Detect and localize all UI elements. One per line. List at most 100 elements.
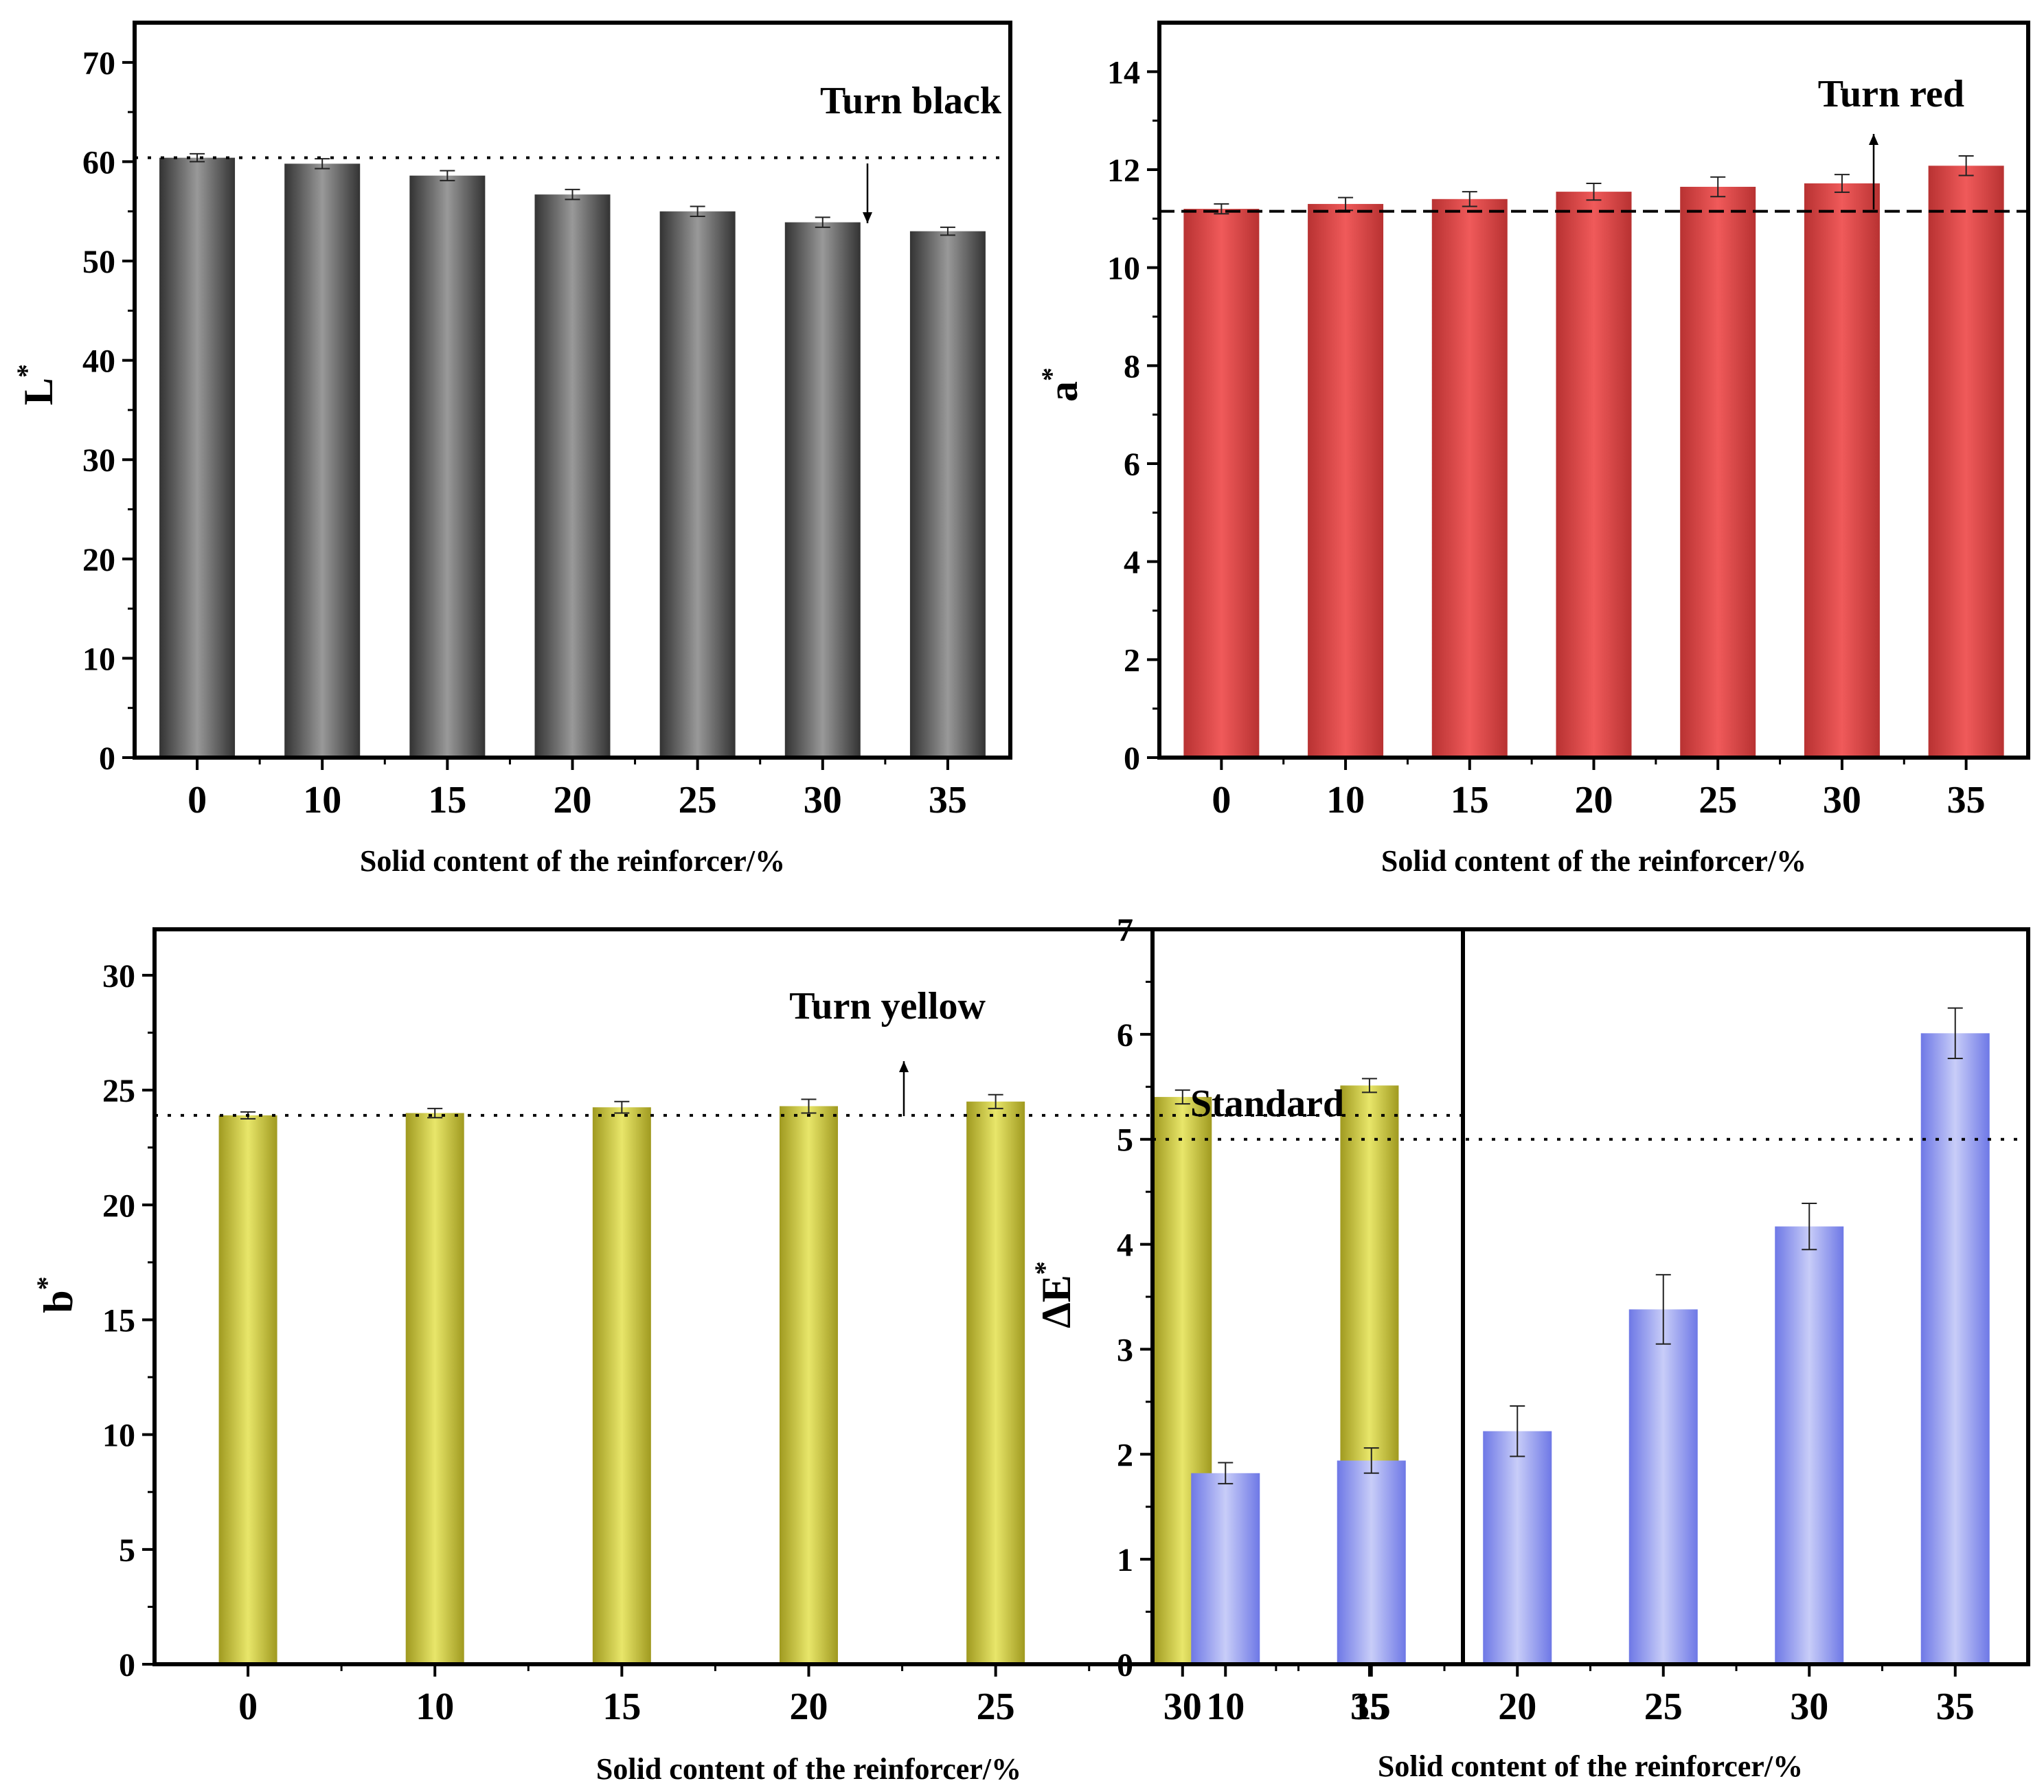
plot-frame-dE: [1150, 927, 2030, 1666]
error-bar-L-25: [690, 205, 705, 217]
y-tick-label-L: 60: [82, 144, 115, 181]
bar-L-30: [784, 222, 861, 758]
error-bar-a-15: [1462, 191, 1477, 207]
y-tick-label-dE: 5: [1117, 1122, 1133, 1159]
y-axis-label-sup: *: [11, 364, 42, 378]
bar-L-10: [284, 163, 361, 758]
y-tick-label-a: 6: [1124, 446, 1140, 483]
y-tick-label-dE: 2: [1117, 1437, 1133, 1473]
bar-dE-35: [1920, 1033, 1990, 1664]
chart-a: Turn red 0 2 4 6 8 10 12 14 0 10 15 20 25 30 35 Solid co…: [1036, 21, 2030, 878]
x-tick-label-L-25: 25: [679, 779, 717, 821]
y-tick-label-L: 50: [82, 244, 115, 280]
x-tick-label-b-10: 10: [416, 1686, 454, 1728]
x-tick-label-a-10: 10: [1326, 779, 1365, 821]
error-bar-a-20: [1586, 182, 1602, 201]
error-bar-a-25: [1710, 176, 1726, 198]
error-bar-L-15: [440, 170, 455, 181]
y-tick-label-a: 8: [1124, 348, 1140, 385]
x-axis-label-b: Solid content of the reinforcer/%: [596, 1752, 1021, 1786]
x-tick-label-dE-10: 10: [1206, 1686, 1245, 1728]
y-axis-label-main: a: [1041, 381, 1086, 402]
bar-dE-20: [1483, 1431, 1552, 1664]
error-bar-b-10: [427, 1107, 443, 1119]
bar-b-0: [218, 1115, 277, 1664]
y-tick-label-L: 20: [82, 542, 115, 578]
x-tick-label-dE-15: 15: [1352, 1686, 1391, 1728]
y-axis-label-dE: ΔE*: [1029, 1261, 1079, 1328]
error-bar-a-30: [1834, 174, 1850, 193]
bar-b-25: [966, 1101, 1025, 1664]
y-tick-label-a: 0: [1124, 740, 1140, 777]
error-bar-dE-35: [1947, 1007, 1963, 1060]
y-tick-label-dE: 7: [1117, 912, 1133, 949]
error-bar-b-20: [801, 1098, 817, 1114]
bar-L-25: [659, 211, 736, 758]
x-tick-label-dE-25: 25: [1644, 1686, 1683, 1728]
bar-L-0: [159, 157, 236, 758]
x-tick-label-L-30: 30: [804, 779, 842, 821]
error-bar-b-30: [1174, 1089, 1190, 1105]
error-bar-dE-10: [1218, 1462, 1234, 1485]
y-tick-label-b: 25: [102, 1073, 135, 1109]
y-axis-label-a: a*: [1036, 367, 1086, 402]
x-tick-label-L-20: 20: [554, 779, 592, 821]
x-axis-label-dE: Solid content of the reinforcer/%: [1378, 1749, 1803, 1783]
bar-a-20: [1556, 192, 1632, 758]
error-bar-dE-25: [1655, 1273, 1671, 1345]
x-tick-label-a-30: 30: [1823, 779, 1861, 821]
bar-dE-25: [1628, 1309, 1698, 1664]
error-bar-a-35: [1958, 155, 1974, 177]
bar-dE-10: [1191, 1473, 1260, 1664]
y-tick-label-b: 5: [119, 1532, 135, 1569]
error-bar-b-35: [1361, 1078, 1377, 1093]
y-tick-label-b: 30: [102, 958, 135, 995]
trend-arrowhead-a: [1869, 134, 1878, 145]
y-tick-label-dE: 6: [1117, 1017, 1133, 1054]
bar-b-10: [405, 1113, 464, 1664]
y-axis-label-sup: *: [31, 1276, 62, 1290]
y-tick-label-L: 70: [82, 45, 115, 82]
chart-L: Turn black 0 10 20 30 40 50 60 70 0 10 15 20 25 30 35 So…: [11, 21, 1012, 878]
y-tick-label-dE: 3: [1117, 1332, 1133, 1368]
bar-L-20: [534, 194, 611, 758]
error-bar-a-0: [1214, 203, 1229, 215]
x-tick-label-b-35: 35: [1350, 1686, 1389, 1728]
bar-a-15: [1431, 199, 1508, 758]
annotation-dE: Standard: [1190, 1082, 1344, 1125]
error-bar-dE-15: [1363, 1447, 1379, 1474]
x-tick-label-b-30: 30: [1163, 1686, 1202, 1728]
y-tick-label-a: 10: [1107, 251, 1140, 287]
x-tick-label-a-0: 0: [1212, 779, 1231, 821]
x-tick-label-dE-20: 20: [1498, 1686, 1536, 1728]
x-tick-label-b-25: 25: [977, 1686, 1015, 1728]
y-tick-label-a: 4: [1124, 545, 1140, 581]
trend-arrowhead-b: [899, 1061, 909, 1072]
error-bar-L-0: [190, 152, 205, 163]
bar-a-30: [1804, 183, 1880, 758]
y-axis-label-sup: *: [1029, 1261, 1060, 1275]
x-tick-label-L-35: 35: [929, 779, 967, 821]
y-tick-label-dE: 0: [1117, 1647, 1133, 1683]
trend-arrowhead-L: [863, 212, 872, 223]
error-bar-dE-20: [1510, 1405, 1525, 1458]
y-axis-label-L: L*: [11, 364, 61, 405]
x-tick-label-a-20: 20: [1575, 779, 1613, 821]
bar-L-35: [909, 231, 986, 758]
chart-dE: Standard 0 1 2 3 4 5 6 7 10 15 20 25 30 35 Solid conten…: [1029, 912, 2030, 1783]
error-bar-dE-30: [1802, 1202, 1817, 1251]
error-bar-L-10: [315, 158, 330, 170]
bar-b-15: [592, 1107, 651, 1664]
y-tick-label-a: 14: [1107, 54, 1140, 91]
error-bar-L-30: [815, 216, 830, 228]
x-tick-label-L-15: 15: [428, 779, 466, 821]
bar-dE-15: [1337, 1460, 1406, 1664]
y-axis-label-main: b: [36, 1290, 81, 1313]
y-tick-label-L: 0: [99, 740, 115, 777]
bar-a-10: [1308, 203, 1384, 758]
annotation-L: Turn black: [820, 80, 1002, 122]
bar-a-25: [1680, 186, 1756, 758]
y-tick-label-a: 2: [1124, 642, 1140, 679]
bar-dE-30: [1775, 1226, 1844, 1664]
